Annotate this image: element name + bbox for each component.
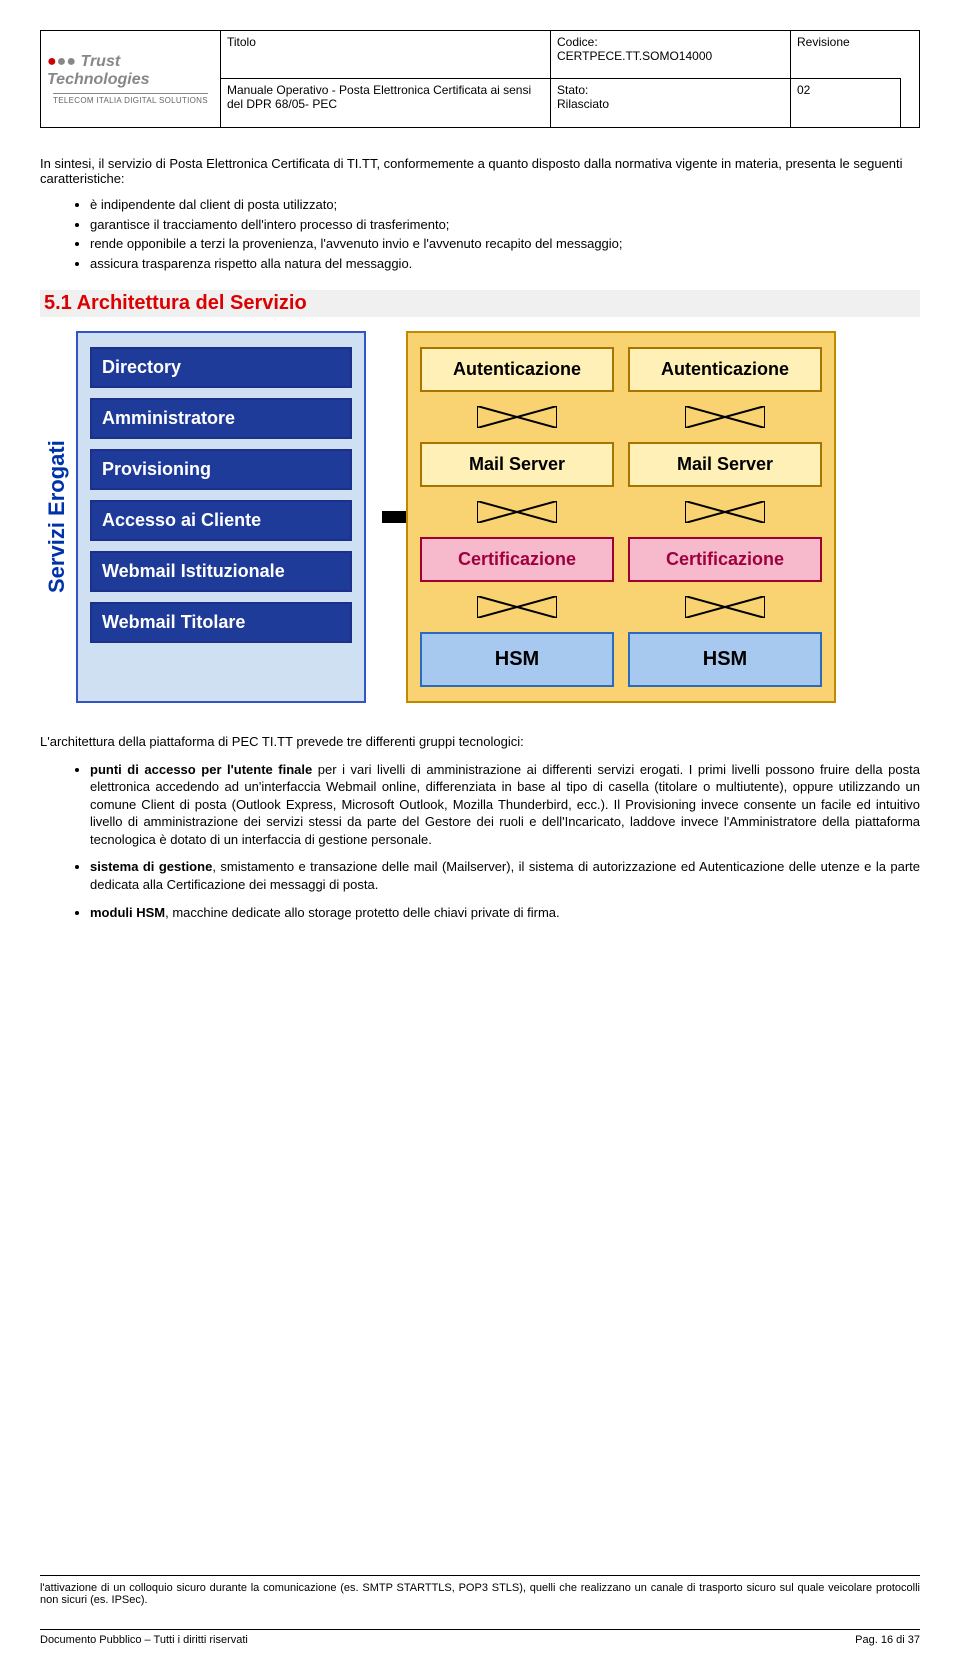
body-list-item: moduli HSM, macchine dedicate allo stora… xyxy=(90,904,920,922)
codice-value: CERTPECE.TT.SOMO14000 xyxy=(557,49,712,63)
body-list-bold: sistema di gestione xyxy=(90,859,212,874)
page: ●●● Trust Technologies TELECOM ITALIA DI… xyxy=(0,0,960,1666)
service-box: Webmail Istituzionale xyxy=(90,551,352,592)
body-intro: L'architettura della piattaforma di PEC … xyxy=(40,733,920,751)
module-box-auth: Autenticazione xyxy=(420,347,614,392)
bowtie-icon xyxy=(420,406,614,428)
intro-paragraph: In sintesi, il servizio di Posta Elettro… xyxy=(40,156,920,186)
service-box: Provisioning xyxy=(90,449,352,490)
logo-cell: ●●● Trust Technologies TELECOM ITALIA DI… xyxy=(41,31,221,127)
bowtie-icon xyxy=(420,596,614,618)
service-box: Webmail Titolare xyxy=(90,602,352,643)
side-label: Servizi Erogati xyxy=(40,331,74,703)
body-list-item: sistema di gestione, smistamento e trans… xyxy=(90,858,920,893)
header-table: ●●● Trust Technologies TELECOM ITALIA DI… xyxy=(40,30,920,128)
list-item: assicura trasparenza rispetto alla natur… xyxy=(90,255,920,273)
codice-cell: Codice: CERTPECE.TT.SOMO14000 xyxy=(551,31,791,79)
body-list-text: , smistamento e transazione delle mail (… xyxy=(90,859,920,892)
body-list-bold: moduli HSM xyxy=(90,905,165,920)
footer-right: Pag. 16 di 37 xyxy=(855,1634,920,1646)
service-box: Directory xyxy=(90,347,352,388)
stato-label: Stato: xyxy=(557,83,588,97)
body-list: punti di accesso per l'utente finale per… xyxy=(90,761,920,921)
diagram-left-column: Servizi Erogati Directory Amministratore… xyxy=(40,331,366,703)
list-item: rende opponibile a terzi la provenienza,… xyxy=(90,235,920,253)
module-box-auth: Autenticazione xyxy=(628,347,822,392)
revisione-value: 02 xyxy=(791,79,901,127)
module-box-mail: Mail Server xyxy=(420,442,614,487)
revisione-label: Revisione xyxy=(791,31,901,79)
bowtie-icon xyxy=(628,406,822,428)
feature-list: è indipendente dal client di posta utili… xyxy=(90,196,920,272)
bowtie-icon xyxy=(628,501,822,523)
titolo-label: Titolo xyxy=(221,31,551,79)
footnote: l'attivazione di un colloquio sicuro dur… xyxy=(40,1575,920,1606)
stato-cell: Stato: Rilasciato xyxy=(551,79,791,127)
module-box-hsm: HSM xyxy=(420,632,614,687)
architecture-diagram: Servizi Erogati Directory Amministratore… xyxy=(40,331,920,703)
body-list-item: punti di accesso per l'utente finale per… xyxy=(90,761,920,849)
logo-top: ●●● Trust Technologies xyxy=(47,53,214,89)
modules-panel: Autenticazione Autenticazione Mail Serve… xyxy=(406,331,836,703)
codice-label: Codice: xyxy=(557,35,598,49)
section-title: 5.1 Architettura del Servizio xyxy=(40,290,920,317)
manuale-cell: Manuale Operativo - Posta Elettronica Ce… xyxy=(221,79,551,127)
bowtie-icon xyxy=(628,596,822,618)
module-box-cert: Certificazione xyxy=(420,537,614,582)
logo-bottom: TELECOM ITALIA DIGITAL SOLUTIONS xyxy=(53,93,208,105)
bowtie-icon xyxy=(420,501,614,523)
list-item: garantisce il tracciamento dell'intero p… xyxy=(90,216,920,234)
module-box-mail: Mail Server xyxy=(628,442,822,487)
list-item: è indipendente dal client di posta utili… xyxy=(90,196,920,214)
module-box-cert: Certificazione xyxy=(628,537,822,582)
footer-bar: Documento Pubblico – Tutti i diritti ris… xyxy=(40,1629,920,1646)
service-box: Accesso ai Cliente xyxy=(90,500,352,541)
body-list-text: , macchine dedicate allo storage protett… xyxy=(165,905,560,920)
stato-value: Rilasciato xyxy=(557,97,609,111)
footer-left: Documento Pubblico – Tutti i diritti ris… xyxy=(40,1634,248,1646)
services-panel: Directory Amministratore Provisioning Ac… xyxy=(76,331,366,703)
service-box: Amministratore xyxy=(90,398,352,439)
body-list-bold: punti di accesso per l'utente finale xyxy=(90,762,312,777)
module-box-hsm: HSM xyxy=(628,632,822,687)
